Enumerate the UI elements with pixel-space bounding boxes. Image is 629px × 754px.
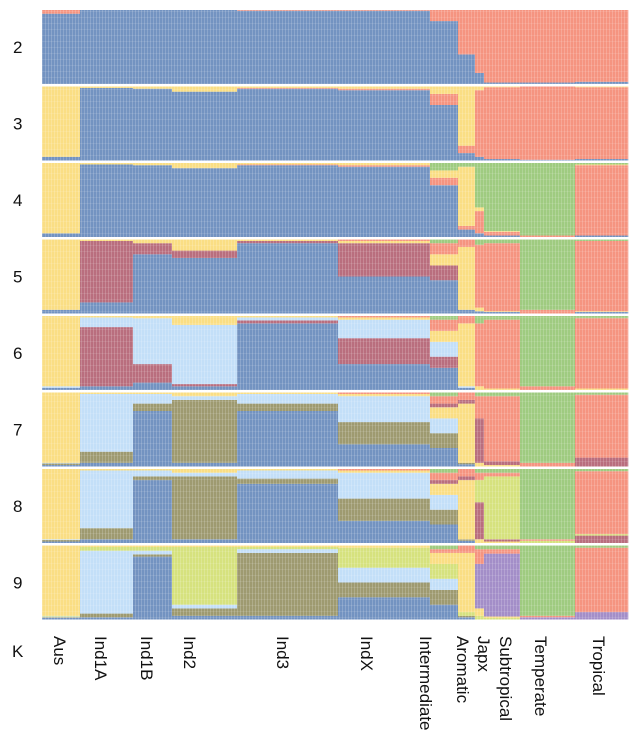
group-label: Aromatic <box>453 636 472 704</box>
texture <box>42 239 628 314</box>
texture <box>42 86 628 161</box>
texture <box>42 545 628 620</box>
group-label: Ind1B <box>137 636 156 680</box>
k-label: 5 <box>13 268 22 287</box>
group-label: Japx <box>474 636 493 672</box>
k-label: 7 <box>13 421 22 440</box>
k-label: 8 <box>13 497 22 516</box>
group-label: Subtropical <box>496 636 515 721</box>
k-label: 3 <box>13 115 22 134</box>
axis-label: K <box>12 642 24 661</box>
texture <box>42 163 628 237</box>
k-label: 9 <box>13 574 22 593</box>
k-label: 4 <box>13 191 22 210</box>
group-label: Aus <box>50 636 69 665</box>
group-label: Intermediate <box>416 636 435 731</box>
texture <box>42 10 628 84</box>
k-label: 6 <box>13 344 22 363</box>
group-label: Temperate <box>531 636 550 716</box>
texture <box>42 469 628 543</box>
group-label: Tropical <box>589 636 608 696</box>
k-label: 2 <box>13 38 22 57</box>
group-label: Ind3 <box>273 636 292 669</box>
texture <box>42 316 628 390</box>
group-label: IndX <box>357 636 376 671</box>
texture <box>42 392 628 467</box>
group-label: Ind2 <box>180 636 199 669</box>
group-label: Ind1A <box>91 636 110 681</box>
